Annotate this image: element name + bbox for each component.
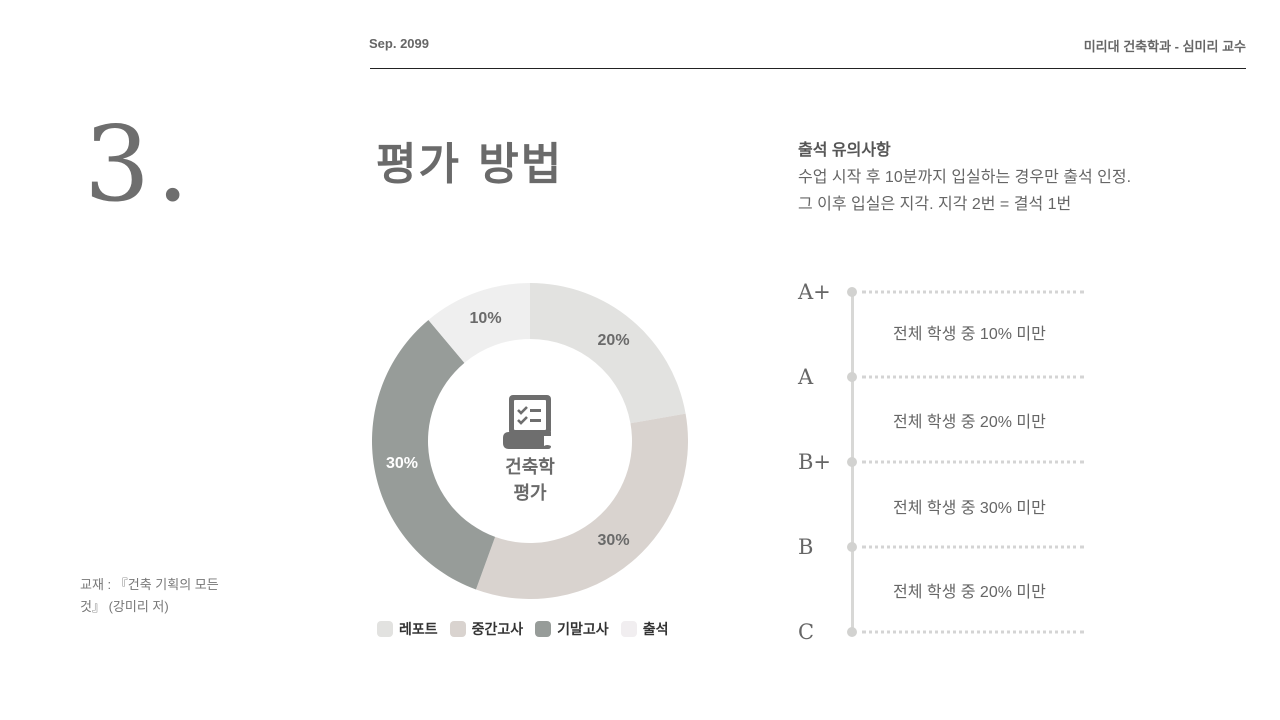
- grade-label: A+: [798, 280, 831, 304]
- grade-marker-dot: [847, 457, 857, 467]
- section-number: 3.: [84, 103, 196, 225]
- header-date: Sep. 2099: [369, 36, 429, 51]
- grade-label: B+: [798, 450, 832, 474]
- textbook-line-2: 것』 (강미리 저): [80, 599, 169, 614]
- notice-title: 출석 유의사항: [798, 142, 891, 159]
- donut-center-label: 건축학 평가: [505, 455, 555, 507]
- grade-marker-dot: [847, 627, 857, 637]
- grade-range-description: 전체 학생 중 30% 미만: [893, 500, 1046, 517]
- grade-range-description: 전체 학생 중 20% 미만: [893, 584, 1046, 601]
- legend-label: 출석: [642, 622, 669, 638]
- grade-marker-dot: [847, 372, 857, 382]
- center-label-line-1: 건축학: [505, 457, 555, 478]
- segment-percent-label: 30%: [597, 531, 630, 549]
- donut-segment: [372, 319, 496, 590]
- header-divider: [370, 68, 1246, 69]
- legend-swatch: [620, 621, 637, 637]
- grade-label: B: [798, 535, 814, 559]
- grade-marker-dot: [847, 287, 857, 297]
- donut-chart: [372, 283, 688, 599]
- legend-label: 중간고사: [471, 622, 524, 638]
- grade-dotted-line: [862, 460, 1084, 464]
- notice-line-2: 그 이후 입실은 지각. 지각 2번 = 결석 1번: [798, 196, 1072, 213]
- grade-dotted-line: [862, 290, 1084, 294]
- segment-percent-label: 20%: [597, 332, 630, 350]
- checklist-document-icon: [502, 394, 556, 455]
- grade-range-description: 전체 학생 중 10% 미만: [893, 326, 1046, 343]
- grade-dotted-line: [862, 545, 1084, 549]
- segment-percent-label: 30%: [385, 454, 418, 472]
- grade-range-description: 전체 학생 중 20% 미만: [893, 414, 1046, 431]
- donut-segment: [475, 413, 688, 599]
- segment-percent-label: 10%: [469, 309, 502, 327]
- legend-swatch: [377, 621, 393, 637]
- legend-swatch: [449, 621, 466, 637]
- donut-percent-labels: 20% 30% 30% 10%: [372, 283, 688, 599]
- donut-chart-svg: [372, 283, 688, 599]
- donut-segment: [530, 283, 686, 424]
- donut-segment: [428, 283, 530, 363]
- textbook-line-1: 교재 : 『건축 기획의 모든: [80, 577, 219, 592]
- legend-item-report: 레포트: [377, 619, 438, 639]
- header-department: 미리대 건축학과 - 심미리 교수: [1083, 39, 1246, 54]
- chart-legend: 레포트 중간고사 기말고사 출석: [377, 619, 680, 639]
- attendance-notice: 출석 유의사항 수업 시작 후 10분까지 입실하는 경우만 출석 인정. 그 …: [798, 137, 1131, 218]
- legend-swatch: [535, 621, 552, 637]
- grade-label: C: [798, 620, 815, 644]
- legend-item-final: 기말고사: [535, 619, 609, 639]
- textbook-note: 교재 : 『건축 기획의 모든 것』 (강미리 저): [80, 574, 230, 618]
- grade-marker-dot: [847, 542, 857, 552]
- grade-dotted-line: [862, 375, 1084, 379]
- page-title: 평가 방법: [376, 139, 564, 190]
- grade-dotted-line: [862, 630, 1084, 634]
- legend-label: 기말고사: [557, 622, 609, 638]
- legend-item-midterm: 중간고사: [449, 619, 524, 639]
- grade-label: A: [798, 365, 814, 389]
- legend-item-attendance: 출석: [620, 619, 669, 639]
- notice-line-1: 수업 시작 후 10분까지 입실하는 경우만 출석 인정.: [798, 169, 1132, 186]
- legend-label: 레포트: [399, 622, 438, 638]
- center-label-line-2: 평가: [513, 483, 547, 504]
